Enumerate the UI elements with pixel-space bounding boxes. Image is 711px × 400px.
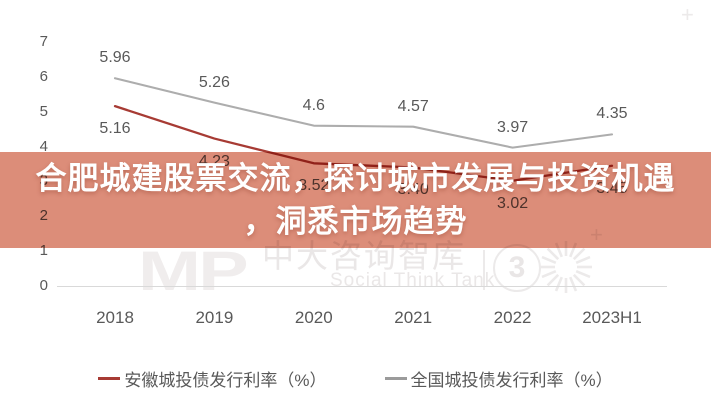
watermark-brand-en: Social Think Tank	[330, 270, 496, 291]
watermark-badge-number: 3	[508, 251, 526, 284]
legend-dash-icon	[384, 377, 407, 380]
plus-mark-top-icon: +	[681, 2, 694, 27]
watermark-logo: MP	[138, 239, 249, 302]
series-line-1	[113, 77, 614, 149]
banner-line2: ，洞悉市场趋势	[243, 204, 468, 239]
legend-item-1: 全国城投债发行利率（%）	[384, 366, 613, 391]
data-label-series1: 4.35	[596, 105, 628, 123]
headline-banner: 合肥城建股票交流，探讨城市发展与投资机遇 ，洞悉市场趋势	[0, 152, 711, 248]
data-label-series1: 5.26	[198, 73, 230, 91]
x-axis-label: 2021	[394, 308, 433, 327]
data-label-series1: 5.96	[99, 49, 131, 67]
y-axis-tick: 7	[39, 33, 48, 50]
x-axis-label: 2023H1	[582, 308, 642, 327]
banner-line1: 合肥城建股票交流，探讨城市发展与投资机遇	[35, 160, 676, 196]
watermark-divider	[483, 250, 485, 290]
data-label-series1: 3.97	[497, 118, 529, 136]
legend-dash-icon	[98, 377, 121, 380]
x-axis-label: 2020	[294, 308, 333, 327]
y-axis-tick: 5	[39, 102, 48, 120]
y-axis-tick: 0	[39, 277, 48, 294]
x-axis-label: 2019	[195, 308, 234, 327]
data-label-series0: 5.16	[99, 120, 131, 138]
x-axis-line	[57, 286, 667, 287]
legend-label: 安徽城投债发行利率（%）	[124, 371, 327, 390]
data-label-series1: 4.6	[302, 96, 325, 114]
data-label-series1: 4.57	[397, 97, 429, 115]
legend-item-0: 安徽城投债发行利率（%）	[98, 366, 327, 391]
chart-legend: 安徽城投债发行利率（%） 全国城投债发行利率（%）	[0, 366, 711, 391]
headline-banner-background	[0, 152, 711, 248]
legend-label: 全国城投债发行利率（%）	[410, 371, 613, 390]
y-axis-tick: 6	[39, 67, 48, 85]
y-axis-tick: 1	[39, 242, 48, 260]
x-axis-label: 2022	[493, 308, 532, 327]
y-axis-tick: 4	[39, 137, 48, 155]
x-axis-label: 2018	[96, 308, 134, 327]
